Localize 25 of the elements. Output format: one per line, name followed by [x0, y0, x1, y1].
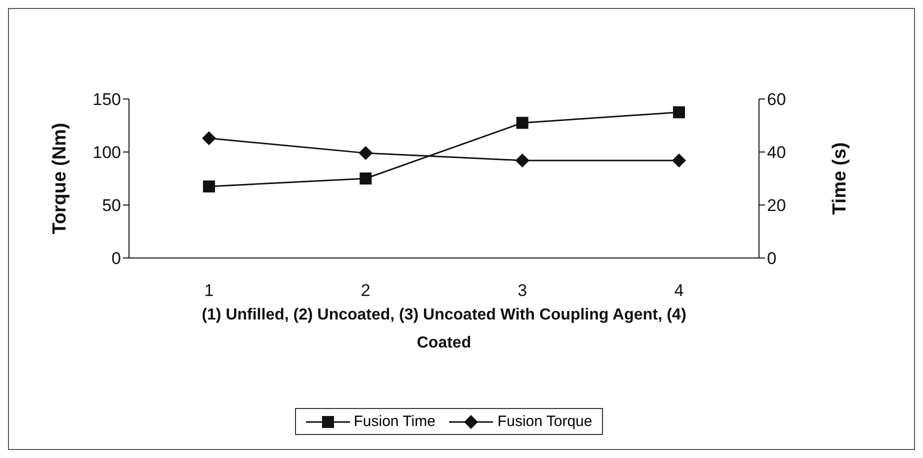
legend-label: Fusion Torque [496, 413, 592, 430]
y-axis-title: Torque (Nm) [50, 122, 71, 234]
point [202, 131, 216, 146]
y2-tick-label: 0 [767, 249, 776, 268]
point [516, 116, 528, 129]
x-tick-label: 4 [674, 281, 684, 300]
y2-tick-label: 40 [767, 143, 786, 162]
x-tick-label: 3 [518, 281, 528, 300]
point [358, 146, 373, 160]
point [203, 180, 215, 192]
legend-label: Fusion Time [352, 413, 436, 430]
point [673, 106, 685, 118]
x-axis-title: (1) Unfilled, (2) Uncoated, (3) Uncoated With Coupling Agent, (4) Coated [202, 306, 686, 352]
point [515, 153, 530, 168]
x-tick-label: 2 [360, 281, 370, 300]
y-tick-label: 0 [112, 249, 121, 268]
y2-tick-label: 20 [767, 196, 786, 216]
y2-tick-label: 60 [767, 90, 786, 110]
y2-axis-title: Time (s) [830, 142, 851, 215]
point [672, 153, 686, 168]
y-tick-label: 150 [92, 90, 121, 110]
point [360, 172, 372, 184]
y-tick-label: 50 [102, 196, 121, 216]
x-tick-label: 1 [204, 281, 214, 300]
y-tick-label: 100 [92, 143, 121, 162]
